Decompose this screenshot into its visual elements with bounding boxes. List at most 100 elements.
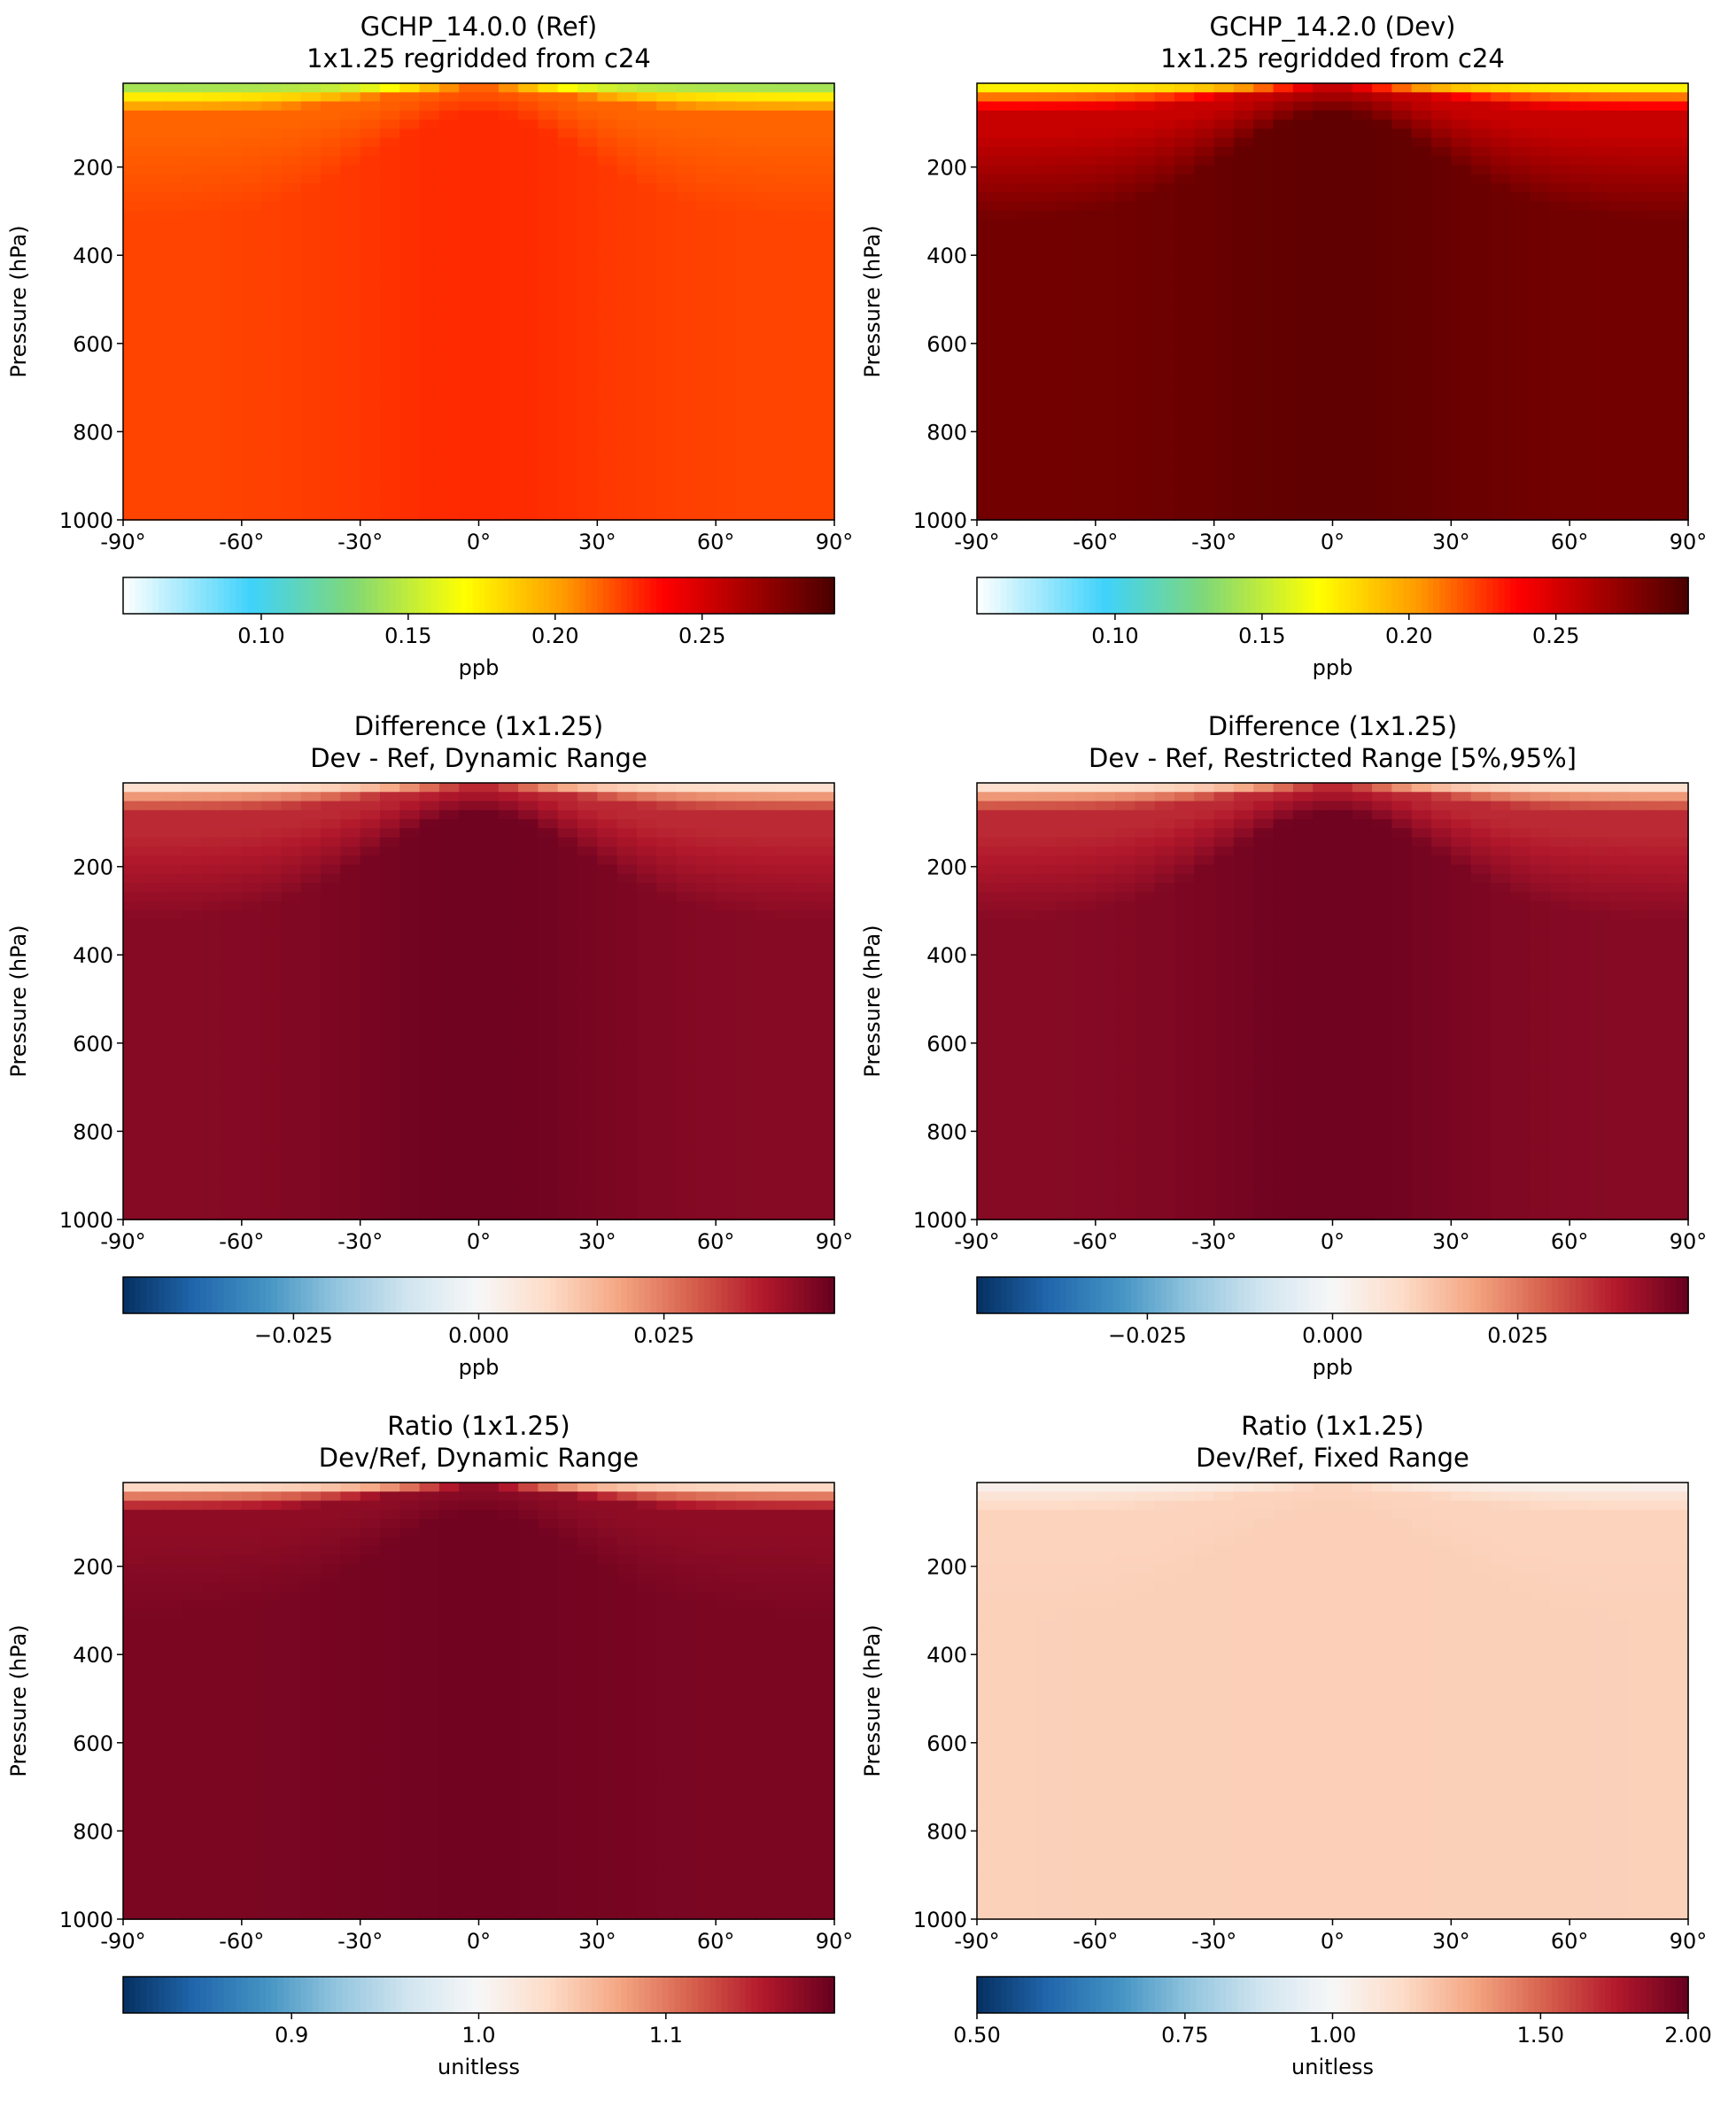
heatmap-cell [1510,201,1531,212]
heatmap-cell [1174,101,1196,112]
heatmap-cell [1115,83,1136,94]
heatmap-cell [775,437,796,448]
heatmap-cell [577,846,599,856]
heatmap-cell [794,137,816,148]
heatmap-cell [300,301,322,312]
heatmap-cell [202,1065,223,1075]
heatmap-cell [143,1028,164,1039]
heatmap-cell [1292,101,1314,112]
heatmap-cell [735,265,756,275]
heatmap-cell [597,1010,618,1020]
heatmap-cell [1391,292,1413,303]
heatmap-cell [261,246,283,257]
heatmap-cell [597,401,618,412]
heatmap-cell [616,992,638,1003]
heatmap-cell [182,828,204,839]
heatmap-cell [1372,492,1393,503]
heatmap-cell [1292,374,1314,384]
heatmap-cell [1549,383,1570,394]
heatmap-cell [695,919,717,930]
heatmap-cell [996,228,1018,239]
heatmap-cell [360,192,381,203]
heatmap-cell [1431,474,1453,484]
heatmap-cell [340,192,361,203]
heatmap-cell [1530,356,1551,367]
heatmap-cell [202,1073,223,1084]
heatmap-cell [1332,465,1353,476]
heatmap-cell [143,128,164,139]
heatmap-cell [300,429,322,439]
heatmap-cell [1056,174,1077,184]
heatmap-cell [360,819,381,830]
heatmap-cell [281,329,302,339]
heatmap-cell [478,237,500,248]
heatmap-cell [340,220,361,230]
heatmap-cell [1549,237,1570,248]
heatmap-cell [1470,456,1492,467]
heatmap-cell [321,92,342,103]
heatmap-cell [1391,465,1413,476]
heatmap-cell [597,156,618,166]
heatmap-cell [656,265,678,275]
heatmap-cell [1490,320,1512,330]
heatmap-cell [419,165,440,175]
heatmap-cell [321,856,342,866]
heatmap-cell [1194,429,1215,439]
heatmap-cell [438,1001,460,1011]
heatmap-cell [340,110,361,120]
heatmap-cell [221,156,243,166]
heatmap-cell [1510,337,1531,348]
heatmap-cell [1174,210,1196,221]
heatmap-cell [977,492,998,503]
heatmap-cell [1313,301,1334,312]
heatmap-cell [695,937,717,948]
heatmap-cell [1273,337,1294,348]
heatmap-cell [182,919,204,930]
heatmap-cell [1549,437,1570,448]
heatmap-cell [636,837,658,848]
heatmap-cell [1233,374,1255,384]
heatmap-cell [1648,492,1670,503]
heatmap-cell [1292,320,1314,330]
heatmap-cell [794,301,816,312]
heatmap-cell [1372,237,1393,248]
heatmap-cell [636,783,658,794]
heatmap-cell [281,401,302,412]
heatmap-cell [1589,365,1610,376]
heatmap-cell [300,329,322,339]
heatmap-cell [1273,383,1294,394]
heatmap-cell [735,910,756,920]
heatmap-cell [656,165,678,175]
heatmap-cell [360,456,381,467]
colorbar-segment [1297,577,1304,614]
heatmap-cell [478,828,500,839]
heatmap-cell [123,92,144,103]
heatmap-cell [695,201,717,212]
heatmap-cell [636,420,658,430]
heatmap-cell [1569,292,1591,303]
heatmap-cell [577,964,599,975]
heatmap-cell [716,356,737,367]
heatmap-cell [1233,437,1255,448]
heatmap-cell [478,337,500,348]
heatmap-cell [1372,256,1393,267]
heatmap-cell [1095,174,1116,184]
heatmap-cell [123,501,144,512]
heatmap-cell [1095,437,1116,448]
heatmap-cell [656,374,678,384]
heatmap-cell [735,329,756,339]
heatmap-cell [1411,256,1432,267]
heatmap-cell [1016,492,1037,503]
heatmap-cell [340,956,361,966]
heatmap-cell [202,973,223,984]
heatmap-cell [656,1046,678,1057]
heatmap-cell [340,137,361,148]
heatmap-cell [1332,383,1353,394]
heatmap-cell [300,956,322,966]
heatmap-cell [261,846,283,856]
heatmap-cell [656,873,678,884]
heatmap-cell [1273,182,1294,194]
heatmap-cell [1372,429,1393,439]
heatmap-cell [616,873,638,884]
heatmap-cell [360,937,381,948]
